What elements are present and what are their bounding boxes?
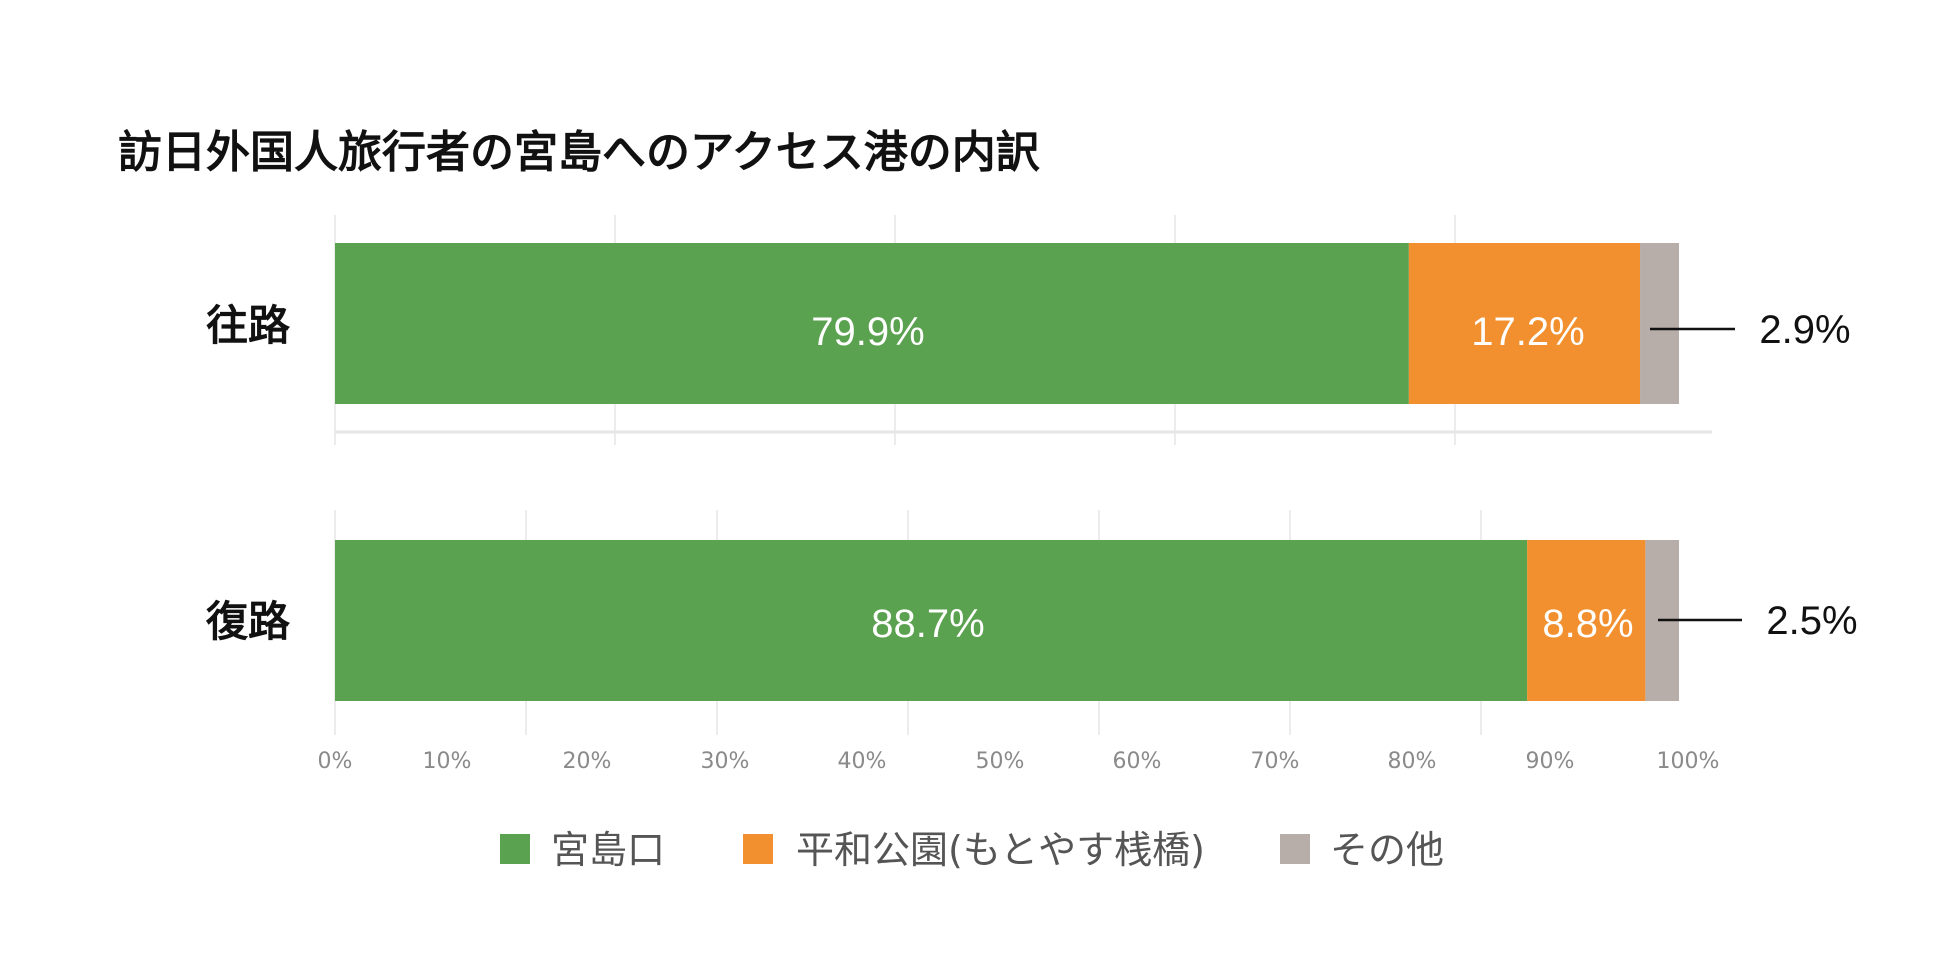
data-label: 2.9% — [1759, 308, 1850, 352]
legend: 宮島口 平和公園(もとやす桟橋) その他 — [500, 828, 1444, 872]
legend-item: 平和公園(もとやす桟橋) — [743, 828, 1205, 872]
data-label: 88.7% — [871, 602, 984, 646]
bar-segment — [1527, 540, 1646, 701]
bar-group: 復路 88.7% 8.8% 2.5% — [205, 510, 1858, 735]
chart-panels: 往路 79.9% 17.2% 2.9% 復路 88.7% 8.8% 2.5% — [205, 215, 1858, 735]
bar-segment — [335, 540, 1528, 701]
tick-label: 80% — [1388, 749, 1437, 774]
tick-label: 10% — [423, 749, 472, 774]
tick-label: 40% — [838, 749, 887, 774]
bar-segment — [1408, 243, 1641, 404]
tick-label: 90% — [1526, 749, 1575, 774]
tick-label: 50% — [976, 749, 1025, 774]
chart-title: 訪日外国人旅行者の宮島へのアクセス港の内訳 — [118, 127, 1041, 178]
tick-label: 70% — [1251, 749, 1300, 774]
tick-label: 0% — [318, 749, 353, 774]
category-label: 往路 — [206, 301, 291, 350]
legend-label: その他 — [1330, 828, 1444, 872]
legend-item: その他 — [1280, 828, 1444, 872]
legend-label: 宮島口 — [551, 828, 665, 872]
tick-label: 100% — [1657, 749, 1720, 774]
legend-swatch — [743, 834, 773, 864]
legend-swatch — [1280, 834, 1310, 864]
data-label: 2.5% — [1766, 599, 1857, 643]
legend-item: 宮島口 — [500, 828, 665, 872]
data-label: 79.9% — [811, 310, 924, 354]
x-axis: 0% 10% 20% 30% 40% 50% 60% 70% 80% 90% 100% — [318, 749, 1720, 774]
legend-label: 平和公園(もとやす桟橋) — [796, 828, 1205, 872]
bar-segment — [1640, 243, 1679, 404]
category-label: 復路 — [205, 597, 291, 646]
tick-label: 60% — [1113, 749, 1162, 774]
legend-swatch — [500, 834, 530, 864]
tick-label: 20% — [563, 749, 612, 774]
data-label: 17.2% — [1471, 310, 1584, 354]
tick-label: 30% — [701, 749, 750, 774]
bar-group: 往路 79.9% 17.2% 2.9% — [206, 215, 1851, 445]
data-label: 8.8% — [1542, 602, 1633, 646]
bar-segment — [335, 243, 1409, 404]
